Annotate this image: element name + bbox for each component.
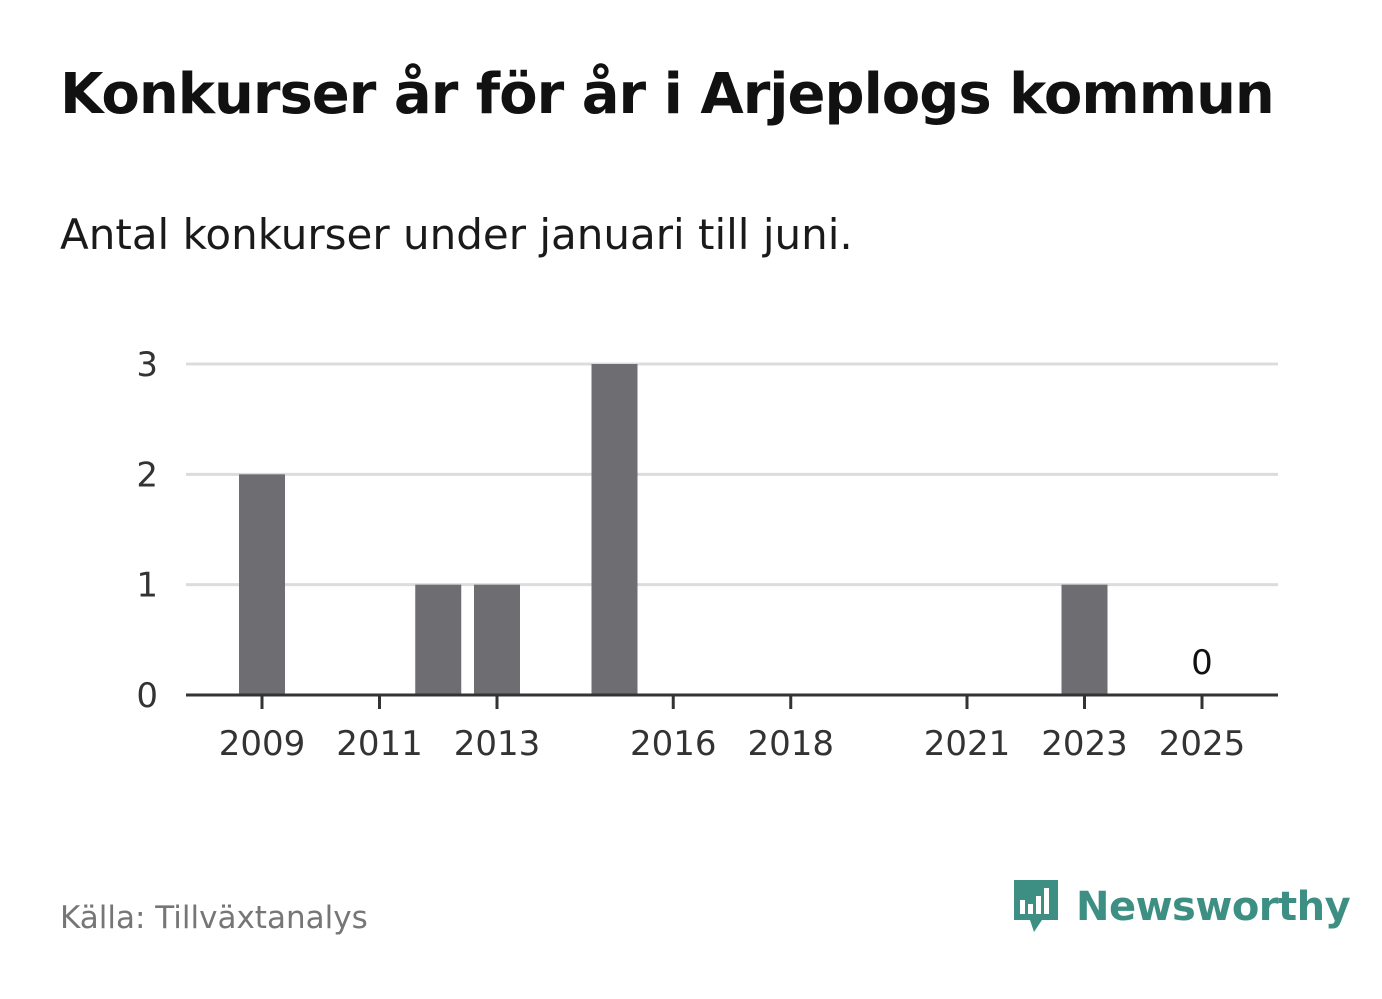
bar-2023: [1061, 584, 1108, 695]
y-tick-label: 1: [136, 566, 158, 606]
bar-2012: [415, 584, 462, 695]
x-tick-label: 2016: [630, 724, 717, 764]
x-tick-label: 2023: [1041, 724, 1128, 764]
brand-name: Newsworthy: [1076, 884, 1351, 930]
y-tick-label: 3: [136, 345, 158, 385]
y-tick-label: 2: [136, 455, 158, 495]
bar-2009: [239, 474, 285, 695]
data-label-2025: 0: [1191, 643, 1213, 683]
x-tick-label: 2018: [747, 724, 834, 764]
y-tick-labels: 0 1 2 3: [136, 345, 158, 716]
bar-2015: [591, 364, 638, 695]
chart-subtitle: Antal konkurser under januari till juni.: [60, 210, 853, 259]
bar-2013: [474, 584, 520, 695]
x-tick-label: 2009: [219, 724, 306, 764]
source-note: Källa: Tillväxtanalys: [60, 900, 368, 936]
x-tick-label: 2021: [924, 724, 1011, 764]
grid-lines: [186, 362, 1278, 587]
x-tick-label: 2011: [336, 724, 423, 764]
y-tick-label: 0: [136, 676, 158, 716]
chart-title: Konkurser år för år i Arjeplogs kommun: [60, 62, 1275, 127]
annotations: 0: [1191, 643, 1213, 683]
x-tick-label: 2013: [454, 724, 541, 764]
bars: [239, 364, 1108, 695]
x-tick-labels: 2009 2011 2013 2016 2018 2021 2023 2025: [219, 724, 1246, 764]
brand-logo[interactable]: Newsworthy: [1010, 876, 1351, 938]
x-tick-label: 2025: [1159, 724, 1246, 764]
newsworthy-logo-icon: [1014, 880, 1058, 932]
x-axis: [186, 693, 1278, 709]
